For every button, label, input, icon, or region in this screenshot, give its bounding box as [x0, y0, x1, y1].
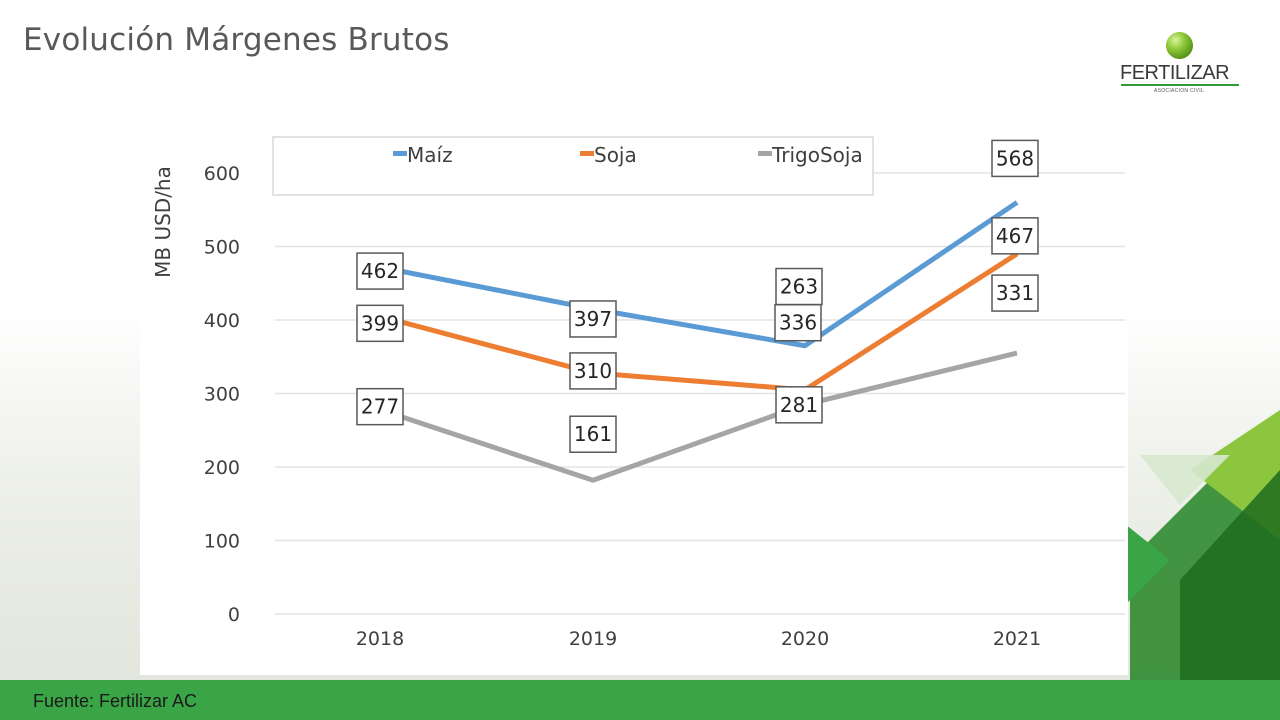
- data-label: 263: [780, 275, 818, 299]
- logo-underline: [1121, 84, 1239, 86]
- data-label-box: [775, 267, 823, 306]
- y-tick-label: 400: [204, 310, 240, 332]
- y-tick-label: 0: [228, 604, 240, 626]
- data-label: 331: [996, 281, 1034, 305]
- series-line: [379, 350, 1018, 483]
- legend-box: [272, 136, 874, 196]
- data-label-box: [569, 415, 617, 453]
- legend-swatch: [580, 151, 594, 156]
- legend-swatch: [758, 151, 772, 156]
- data-label: 277: [361, 395, 399, 419]
- legend-label: Maíz: [407, 143, 453, 167]
- data-label: 161: [574, 422, 612, 446]
- y-axis-label: MB USD/ha: [151, 166, 175, 278]
- y-tick-label: 500: [204, 237, 240, 259]
- footer-bar: Fuente: Fertilizar AC: [0, 680, 1280, 720]
- y-tick-label: 600: [204, 163, 240, 185]
- data-label: 281: [780, 393, 818, 417]
- series-line: [379, 200, 1019, 349]
- x-tick-label: 2019: [569, 628, 617, 650]
- data-label: 399: [361, 311, 399, 335]
- data-label-box: [991, 274, 1039, 312]
- data-label-box: [356, 252, 404, 290]
- data-label: 310: [574, 359, 612, 383]
- data-label: 462: [361, 259, 399, 283]
- page-title: Evolución Márgenes Brutos: [23, 22, 450, 58]
- y-tick-label: 300: [204, 384, 240, 406]
- data-label: 467: [996, 224, 1034, 248]
- green-decoration: [1120, 410, 1280, 680]
- data-label-box: [356, 304, 404, 343]
- data-label-box: [991, 217, 1039, 255]
- x-tick-label: 2021: [993, 628, 1041, 650]
- data-label: 336: [779, 311, 817, 335]
- legend-swatch: [393, 151, 407, 156]
- data-label: 397: [574, 307, 612, 331]
- series-line: [379, 251, 1019, 393]
- data-label-box: [356, 387, 404, 426]
- y-tick-label: 200: [204, 457, 240, 479]
- data-label: 568: [996, 146, 1034, 170]
- x-tick-label: 2018: [356, 628, 404, 650]
- logo-name: FERTILIZAR: [1120, 62, 1230, 84]
- fertilizar-logo: FERTILIZAR ASOCIACION CIVIL: [1118, 30, 1240, 98]
- data-label-box: [991, 139, 1039, 178]
- x-tick-label: 2020: [781, 628, 829, 650]
- logo-subtitle: ASOCIACION CIVIL: [1153, 88, 1205, 94]
- chart-panel: [140, 125, 1128, 675]
- data-label-box: [569, 300, 617, 338]
- legend-label: TrigoSoja: [771, 143, 863, 167]
- legend-label: Soja: [594, 143, 637, 167]
- source-note: Fuente: Fertilizar AC: [33, 691, 198, 711]
- data-label-box: [569, 352, 617, 390]
- data-label-box: [774, 303, 822, 342]
- y-tick-label: 100: [204, 531, 240, 553]
- data-label-box: [775, 386, 823, 424]
- logo-ball-icon: [1166, 32, 1193, 59]
